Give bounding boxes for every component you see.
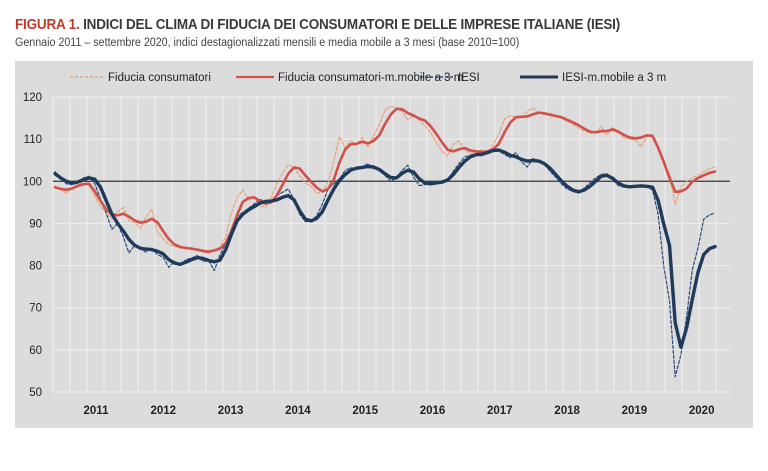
y-tick-label: 50	[29, 387, 42, 399]
legend-item: Fiducia consumatori-m.mobile a 3 m	[236, 72, 463, 84]
y-tick-label: 110	[24, 134, 42, 146]
x-tick-label: 2016	[420, 405, 446, 417]
x-tick-label: 2018	[554, 405, 580, 417]
x-tick-label: 2014	[285, 405, 311, 417]
figure-label: FIGURA 1.	[15, 17, 80, 33]
chart-title: FIGURA 1. INDICI DEL CLIMA DI FIDUCIA DE…	[15, 17, 620, 33]
x-tick-label: 2015	[352, 405, 378, 417]
series-iesi	[54, 148, 716, 378]
legend-label: IESI	[458, 72, 480, 84]
chart-subtitle: Gennaio 2011 – settembre 2020, indici de…	[15, 37, 520, 49]
series-group	[53, 105, 717, 378]
y-tick-label: 120	[23, 92, 42, 104]
legend-item: Fiducia consumatori	[70, 72, 211, 84]
series-iesi-mm3	[53, 148, 717, 349]
title-text: INDICI DEL CLIMA DI FIDUCIA DEI CONSUMAT…	[83, 17, 621, 33]
y-tick-label: 80	[29, 261, 42, 273]
y-tick-label: 60	[29, 345, 42, 357]
y-axis: 50 60 70 80 90 100 110 120	[23, 92, 42, 399]
legend-item: IESI	[420, 72, 480, 84]
legend-label: Fiducia consumatori	[108, 72, 211, 84]
x-tick-label: 2017	[487, 405, 513, 417]
x-tick-label: 2011	[84, 405, 110, 417]
series-fiducia-consumatori-mm3	[53, 107, 717, 253]
x-axis: 2011 2012 2013 2014 2015 2016 2017 2018 2019 2020	[84, 405, 715, 417]
legend-label: IESI-m.mobile a 3 m	[562, 72, 666, 84]
legend: Fiducia consumatori Fiducia consumatori-m…	[70, 72, 666, 84]
x-tick-label: 2013	[218, 405, 244, 417]
legend-label: Fiducia consumatori-m.mobile a 3 m	[278, 72, 463, 84]
x-tick-label: 2020	[689, 405, 715, 417]
gridlines	[52, 96, 730, 393]
y-tick-label: 90	[29, 218, 42, 230]
x-tick-label: 2019	[622, 405, 648, 417]
legend-item: IESI-m.mobile a 3 m	[520, 72, 666, 84]
y-tick-label: 70	[29, 303, 42, 315]
x-tick-label: 2012	[151, 405, 177, 417]
y-tick-label: 100	[23, 176, 42, 188]
